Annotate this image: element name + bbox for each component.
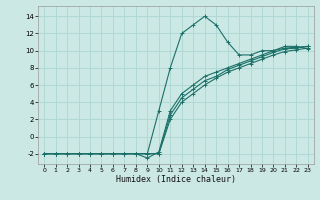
X-axis label: Humidex (Indice chaleur): Humidex (Indice chaleur) <box>116 175 236 184</box>
